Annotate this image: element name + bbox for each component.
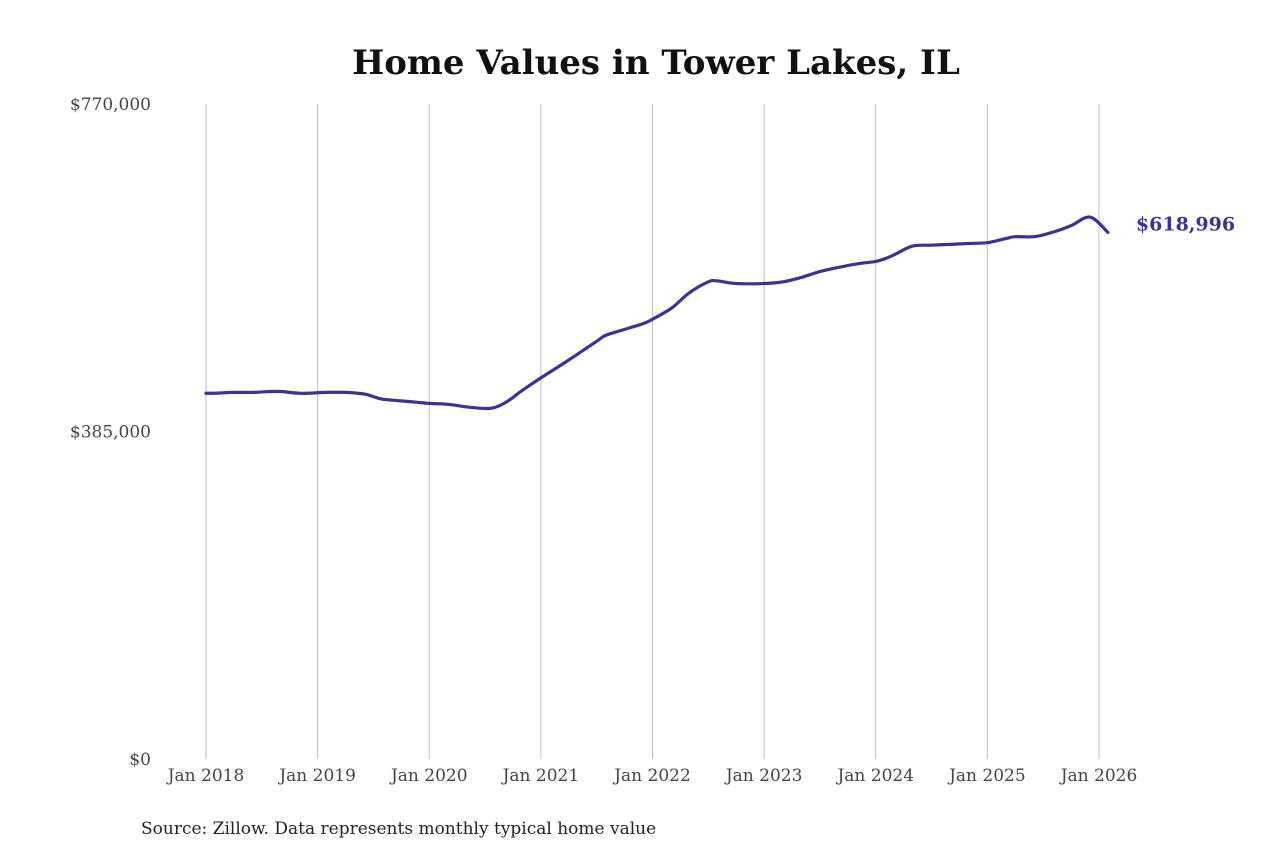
x-tick-label: Jan 2018: [166, 766, 245, 786]
gridlines: [205, 104, 1100, 759]
end-value-label: $618,996: [1136, 213, 1235, 235]
chart-title: Home Values in Tower Lakes, IL: [352, 43, 960, 83]
y-tick-label: $385,000: [70, 423, 151, 443]
x-tick-label: Jan 2023: [724, 766, 803, 786]
source-note: Source: Zillow. Data represents monthly …: [141, 819, 656, 839]
y-axis-ticks: $770,000 $385,000 $0: [70, 95, 151, 770]
x-tick-label: Jan 2025: [947, 766, 1026, 786]
y-tick-label: $770,000: [70, 95, 151, 115]
x-tick-label: Jan 2026: [1059, 766, 1138, 786]
x-tick-label: Jan 2019: [277, 766, 356, 786]
x-tick-label: Jan 2022: [612, 766, 691, 786]
x-tick-label: Jan 2024: [835, 766, 914, 786]
x-axis-ticks: Jan 2018 Jan 2019 Jan 2020 Jan 2021 Jan 2022…: [166, 766, 1138, 786]
x-tick-label: Jan 2020: [389, 766, 468, 786]
y-tick-label: $0: [129, 750, 151, 770]
home-value-line: [204, 215, 1110, 411]
x-tick-label: Jan 2021: [501, 766, 580, 786]
